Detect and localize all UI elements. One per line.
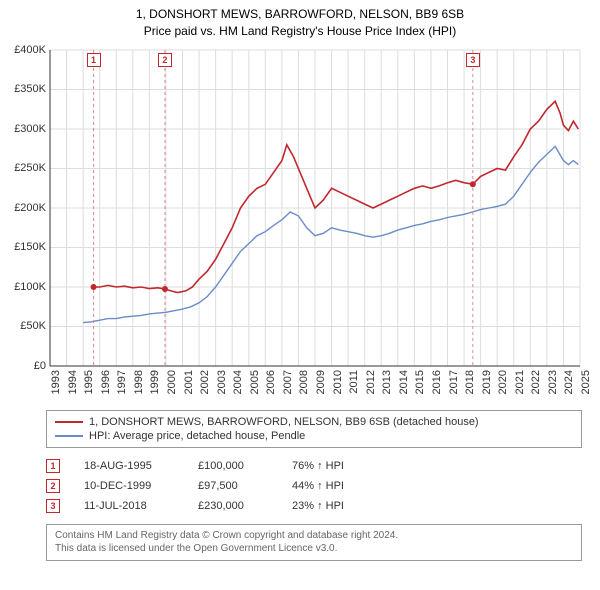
attribution-line-2: This data is licensed under the Open Gov…	[55, 542, 573, 556]
x-tick-label: 2007	[282, 370, 294, 394]
sales-hpi: 76% ↑ HPI	[292, 460, 372, 472]
sales-date: 11-JUL-2018	[84, 500, 174, 512]
y-tick-label: £250K	[14, 162, 46, 174]
sales-price: £100,000	[198, 460, 268, 472]
x-axis: 1993 1994 1995 1996 1997 1998 1999 2000 2001 2002…	[50, 366, 580, 406]
x-tick-label: 1996	[100, 370, 112, 394]
attribution-line-1: Contains HM Land Registry data © Crown c…	[55, 529, 573, 543]
y-tick-label: £350K	[14, 83, 46, 95]
legend-row: 1, DONSHORT MEWS, BARROWFORD, NELSON, BB…	[55, 415, 573, 429]
x-tick-label: 1993	[50, 370, 62, 394]
chart-title: 1, DONSHORT MEWS, BARROWFORD, NELSON, BB…	[0, 0, 600, 40]
x-tick-label: 1997	[116, 370, 128, 394]
x-tick-label: 2004	[232, 370, 244, 394]
x-tick-label: 1998	[133, 370, 145, 394]
sales-table: 1 18-AUG-1995 £100,000 76% ↑ HPI 2 10-DEC-199…	[46, 456, 582, 516]
y-tick-label: £400K	[14, 44, 46, 56]
sales-row: 3 11-JUL-2018 £230,000 23% ↑ HPI	[46, 496, 582, 516]
x-tick-label: 2006	[265, 370, 277, 394]
y-tick-label: £100K	[14, 281, 46, 293]
sales-row: 2 10-DEC-1999 £97,500 44% ↑ HPI	[46, 476, 582, 496]
x-tick-label: 2014	[398, 370, 410, 394]
x-tick-label: 2003	[216, 370, 228, 394]
sales-marker: 3	[46, 499, 60, 513]
sales-date: 10-DEC-1999	[84, 480, 174, 492]
y-tick-label: £50K	[20, 320, 46, 332]
x-tick-label: 2022	[530, 370, 542, 394]
legend: 1, DONSHORT MEWS, BARROWFORD, NELSON, BB…	[46, 410, 582, 448]
x-tick-label: 2015	[414, 370, 426, 394]
x-tick-label: 2005	[249, 370, 261, 394]
plot-region: 1 2 3	[50, 50, 580, 366]
title-line-2: Price paid vs. HM Land Registry's House …	[0, 23, 600, 40]
x-tick-label: 2008	[298, 370, 310, 394]
y-tick-label: £200K	[14, 202, 46, 214]
x-tick-label: 2010	[332, 370, 344, 394]
x-tick-label: 2001	[183, 370, 195, 394]
sale-marker-3: 3	[466, 53, 480, 67]
x-tick-label: 2021	[514, 370, 526, 394]
x-tick-label: 2023	[547, 370, 559, 394]
x-tick-label: 2000	[166, 370, 178, 394]
sales-price: £97,500	[198, 480, 268, 492]
sales-marker: 1	[46, 459, 60, 473]
x-tick-label: 2013	[381, 370, 393, 394]
x-tick-label: 2018	[464, 370, 476, 394]
sale-marker-1: 1	[87, 53, 101, 67]
x-tick-label: 2020	[497, 370, 509, 394]
sales-row: 1 18-AUG-1995 £100,000 76% ↑ HPI	[46, 456, 582, 476]
x-tick-label: 2019	[481, 370, 493, 394]
x-tick-label: 2024	[563, 370, 575, 394]
x-tick-label: 2017	[448, 370, 460, 394]
plot-area: £0 £50K £100K £150K £200K £250K £300K £350K £400…	[4, 46, 584, 406]
legend-label-property: 1, DONSHORT MEWS, BARROWFORD, NELSON, BB…	[89, 416, 479, 428]
y-tick-label: £300K	[14, 123, 46, 135]
y-axis: £0 £50K £100K £150K £200K £250K £300K £350K £400…	[4, 46, 50, 406]
sales-marker: 2	[46, 479, 60, 493]
x-tick-label: 2025	[580, 370, 592, 394]
x-tick-label: 1994	[67, 370, 79, 394]
sales-hpi: 23% ↑ HPI	[292, 500, 372, 512]
x-tick-label: 2012	[365, 370, 377, 394]
y-tick-label: £0	[34, 360, 46, 372]
x-tick-label: 2011	[348, 370, 360, 394]
x-tick-label: 2002	[199, 370, 211, 394]
legend-label-hpi: HPI: Average price, detached house, Pend…	[89, 430, 305, 442]
y-tick-label: £150K	[14, 241, 46, 253]
x-tick-label: 2009	[315, 370, 327, 394]
sale-marker-2: 2	[158, 53, 172, 67]
markers-svg	[50, 50, 580, 366]
attribution: Contains HM Land Registry data © Crown c…	[46, 524, 582, 561]
x-tick-label: 1999	[149, 370, 161, 394]
x-tick-label: 1995	[83, 370, 95, 394]
sales-hpi: 44% ↑ HPI	[292, 480, 372, 492]
sales-date: 18-AUG-1995	[84, 460, 174, 472]
legend-swatch-hpi	[55, 435, 83, 437]
legend-row: HPI: Average price, detached house, Pend…	[55, 429, 573, 443]
legend-swatch-property	[55, 421, 83, 423]
x-tick-label: 2016	[431, 370, 443, 394]
sales-price: £230,000	[198, 500, 268, 512]
title-line-1: 1, DONSHORT MEWS, BARROWFORD, NELSON, BB…	[0, 6, 600, 23]
